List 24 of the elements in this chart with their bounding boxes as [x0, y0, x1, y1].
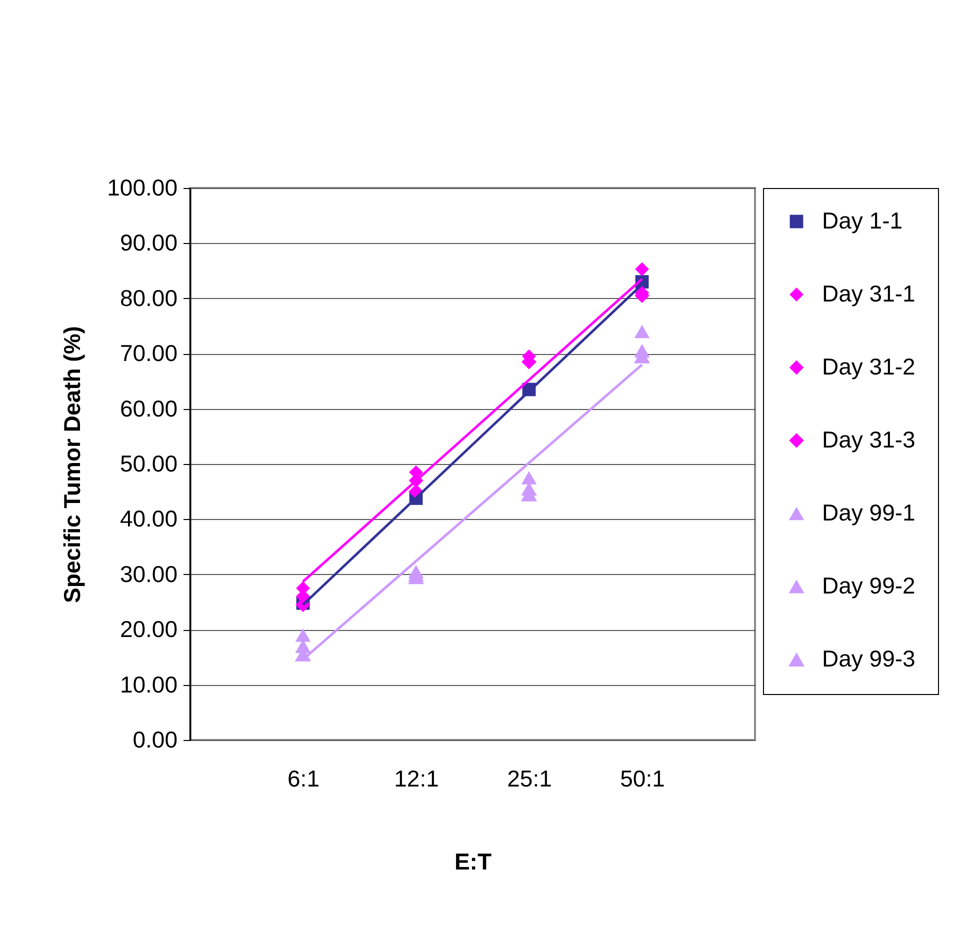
y-axis-title: Specific Tumor Death (%) [59, 326, 86, 603]
legend-label: Day 31-2 [822, 354, 916, 380]
legend-label: Day 31-1 [822, 280, 916, 306]
y-tick-label: 0.00 [132, 726, 178, 752]
y-tick-label: 90.00 [120, 230, 178, 256]
legend-label: Day 99-2 [822, 572, 916, 598]
y-tick-label: 100.00 [107, 174, 178, 200]
x-tick-label: 6:1 [288, 766, 320, 792]
y-tick-label: 40.00 [120, 506, 178, 532]
y-tick-label: 80.00 [120, 284, 178, 311]
y-tick-label: 30.00 [120, 560, 178, 587]
x-axis-title: E:T [454, 848, 492, 874]
y-tick-label: 70.00 [120, 340, 178, 366]
x-tick-label: 50:1 [620, 766, 665, 792]
y-tick-label: 50.00 [120, 450, 178, 476]
y-tick-label: 10.00 [120, 671, 178, 698]
legend-label: Day 99-3 [822, 646, 916, 672]
y-tick-label: 60.00 [120, 395, 178, 422]
y-tick-label: 20.00 [120, 616, 178, 642]
legend-label: Day 31-3 [822, 426, 916, 452]
x-tick-label: 12:1 [394, 766, 439, 792]
x-tick-label: 25:1 [507, 766, 552, 792]
legend-label: Day 1-1 [822, 208, 903, 234]
legend-label: Day 99-1 [822, 500, 916, 526]
